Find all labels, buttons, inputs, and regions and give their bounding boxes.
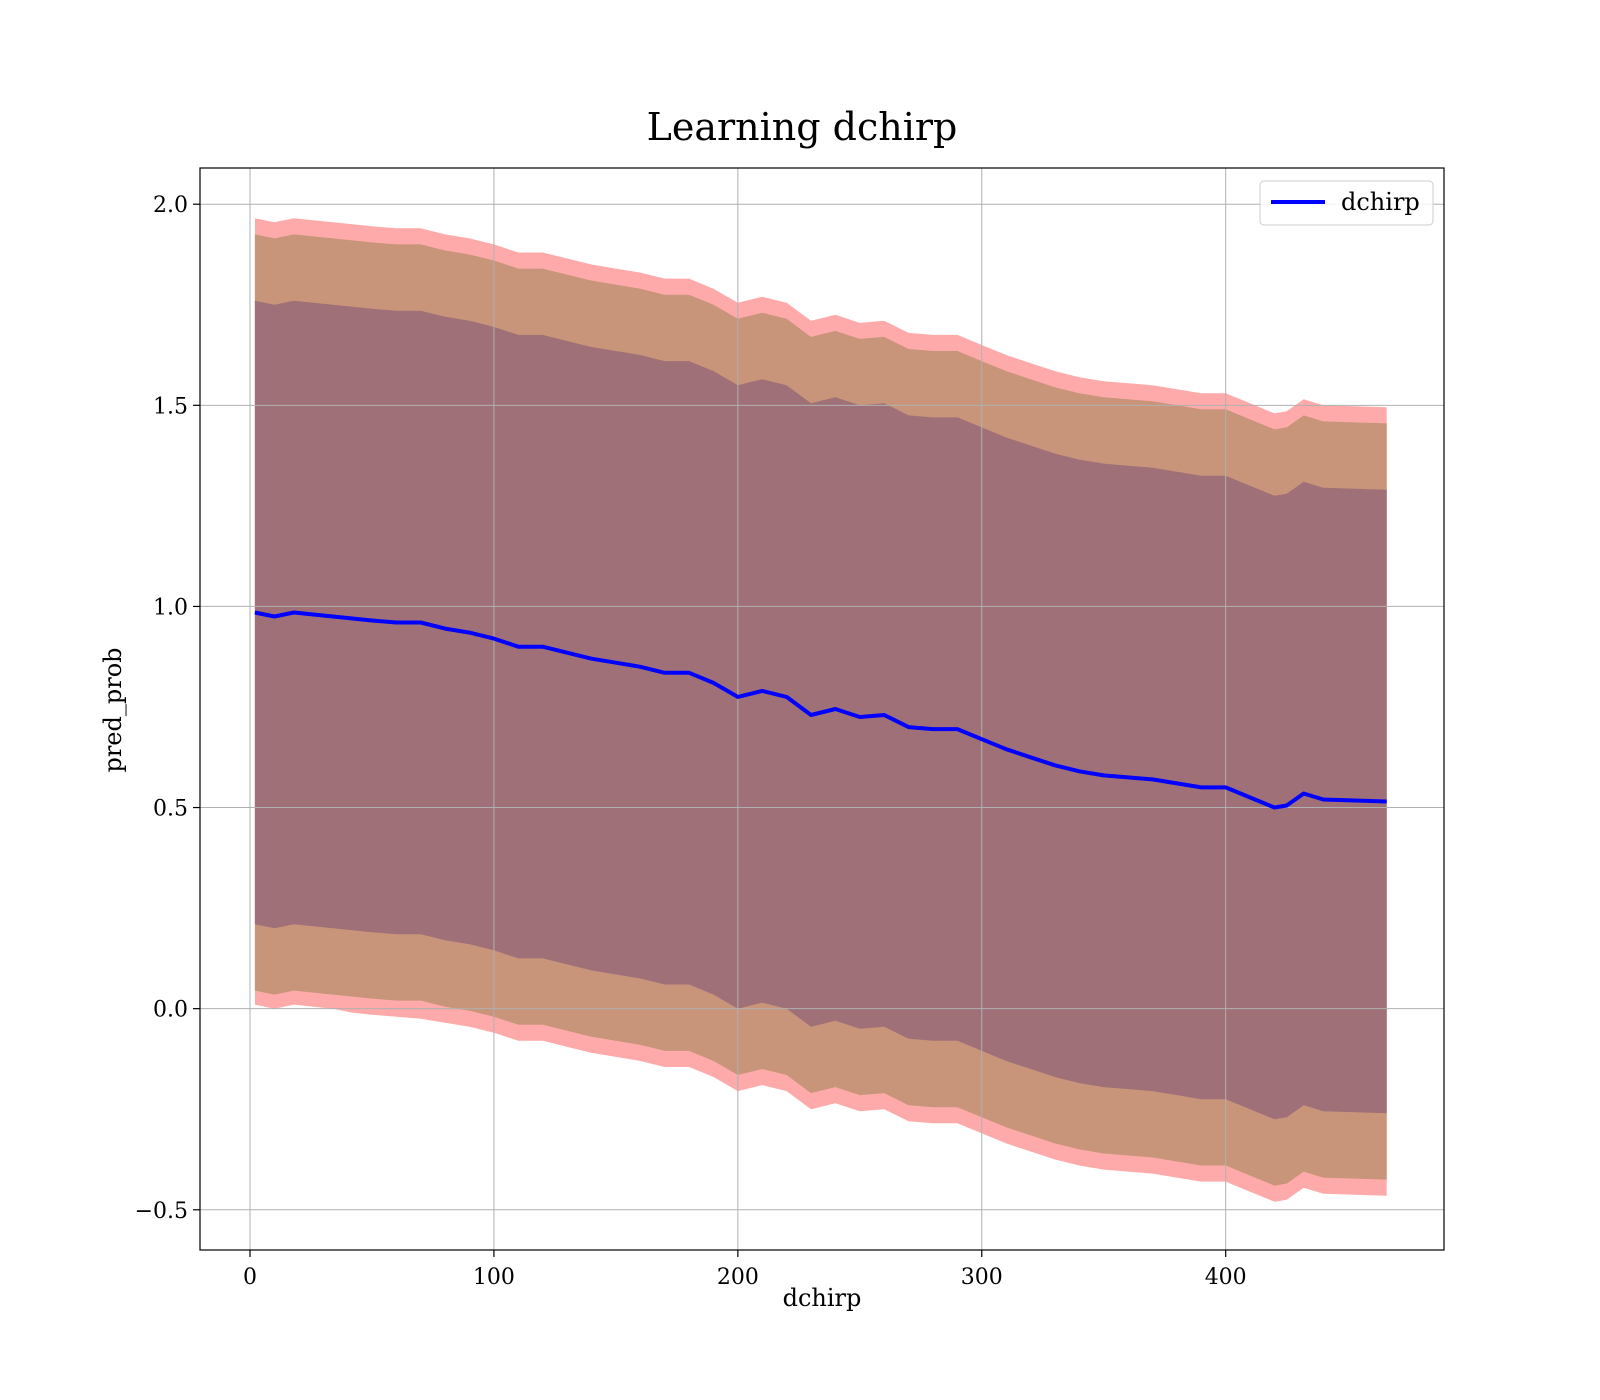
series-lines — [254, 610, 1387, 810]
x-axis-ticks: 0 100 200 300 400 — [243, 1250, 1247, 1290]
legend: dchirp — [1259, 180, 1434, 226]
y-tick-label-1: 0.0 — [153, 998, 188, 1023]
plot-frame — [199, 167, 1445, 1251]
x-tick-label-2: 200 — [717, 1265, 759, 1290]
y-axis-ticks: −0.5 0.0 0.5 1.0 1.5 2.0 — [135, 193, 200, 1224]
x-tick-label-4: 400 — [1205, 1265, 1247, 1290]
y-tick-label-5: 2.0 — [153, 193, 188, 218]
x-tick-label-0: 0 — [243, 1265, 257, 1290]
x-axis-label: dchirp — [783, 1284, 862, 1312]
y-tick-label-4: 1.5 — [153, 394, 188, 419]
uncertainty-bands — [254, 218, 1387, 1202]
y-tick-label-3: 1.0 — [153, 595, 188, 620]
legend-box — [1259, 180, 1434, 226]
chart-title: Learning dchirp — [647, 105, 958, 149]
x-tick-label-3: 300 — [961, 1265, 1003, 1290]
x-tick-label-1: 100 — [473, 1265, 515, 1290]
legend-entry-dchirp: dchirp — [1341, 188, 1420, 216]
grid-lines — [200, 168, 1444, 1250]
y-tick-label-0: −0.5 — [135, 1199, 188, 1224]
band-inner — [254, 300, 1387, 1120]
series-line-dchirp — [254, 610, 1387, 810]
y-axis-label: pred_prob — [99, 647, 127, 772]
y-tick-label-2: 0.5 — [153, 797, 188, 822]
